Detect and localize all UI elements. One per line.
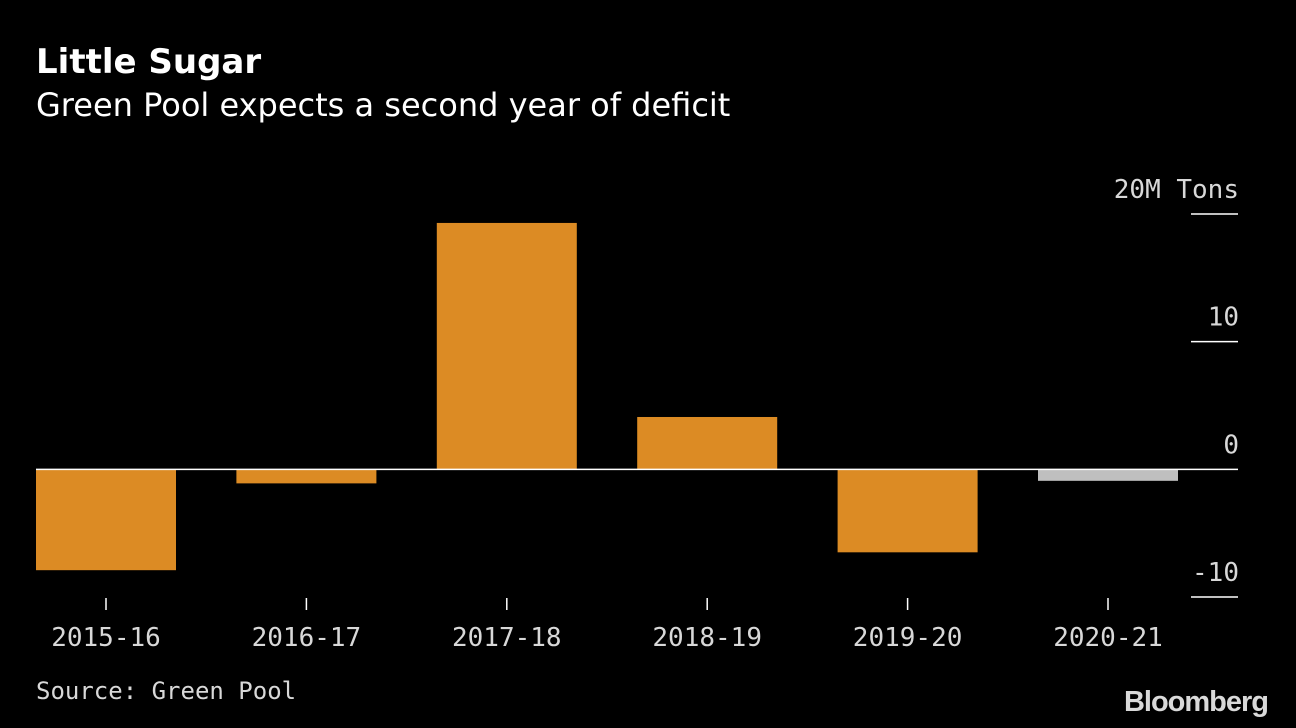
bar-2019-20 [837, 469, 978, 553]
bar-2018-19 [637, 416, 778, 470]
bar-2020-21 [1038, 469, 1178, 481]
x-tick-label: 2017-18 [452, 623, 562, 653]
x-axis: 2015-16 2016-17 2017-18 2018-19 2019-20 2020-… [51, 598, 1163, 653]
bar-2017-18 [436, 222, 577, 470]
y-tick-label: 20M Tons [1114, 175, 1239, 205]
source-note: Source: Green Pool [36, 677, 297, 705]
y-tick-label: -10 [1192, 558, 1239, 588]
x-tick-label: 2015-16 [51, 623, 161, 653]
x-tick-label: 2019-20 [853, 623, 963, 653]
bars [36, 222, 1178, 571]
x-tick-label: 2018-19 [652, 623, 762, 653]
bloomberg-logo: Bloomberg [1123, 686, 1269, 718]
x-tick-label: 2016-17 [252, 623, 362, 653]
y-axis: 20M Tons 10 0 -10 [1114, 175, 1239, 598]
bar-2015-16 [36, 469, 176, 571]
y-tick-label: 0 [1223, 430, 1239, 460]
bar-2016-17 [236, 469, 377, 484]
y-tick-label: 10 [1208, 303, 1239, 333]
x-tick-label: 2020-21 [1053, 623, 1163, 653]
chart-title: Little Sugar [36, 42, 262, 82]
chart-subtitle: Green Pool expects a second year of defi… [36, 86, 731, 124]
